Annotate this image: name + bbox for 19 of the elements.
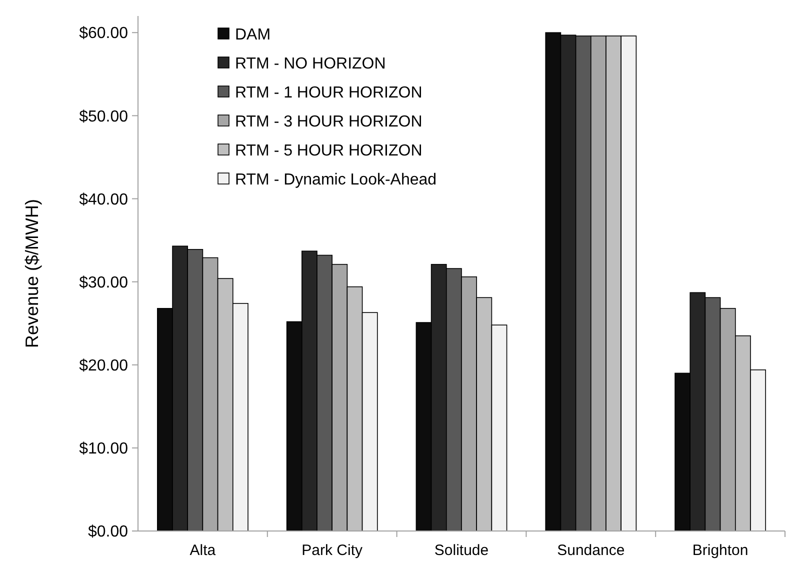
y-tick-label: $0.00: [88, 524, 128, 541]
y-tick-label: $40.00: [79, 191, 128, 208]
y-axis-title: Revenue ($/MWH): [22, 198, 42, 348]
legend-label: DAM: [235, 26, 271, 44]
y-tick-label: $60.00: [79, 25, 128, 42]
legend-label: RTM - 3 HOUR HORIZON: [235, 114, 422, 131]
x-tick-label: Solitude: [434, 542, 489, 559]
legend-label: RTM - 5 HOUR HORIZON: [235, 142, 422, 160]
y-tick-label: $10.00: [79, 440, 128, 458]
y-tick-label: $30.00: [79, 274, 128, 292]
legend-label: RTM - NO HORIZON: [235, 56, 386, 73]
y-tick-label: $20.00: [79, 357, 128, 374]
y-tick-label: $50.00: [79, 108, 128, 126]
legend-label: RTM - 1 HOUR HORIZON: [235, 84, 422, 102]
x-tick-label: Sundance: [557, 542, 625, 559]
legend-label: RTM - Dynamic Look-Ahead: [235, 172, 437, 189]
x-tick-label: Park City: [302, 542, 364, 559]
x-tick-label: Alta: [190, 542, 216, 559]
x-tick-label: Brighton: [692, 542, 748, 559]
